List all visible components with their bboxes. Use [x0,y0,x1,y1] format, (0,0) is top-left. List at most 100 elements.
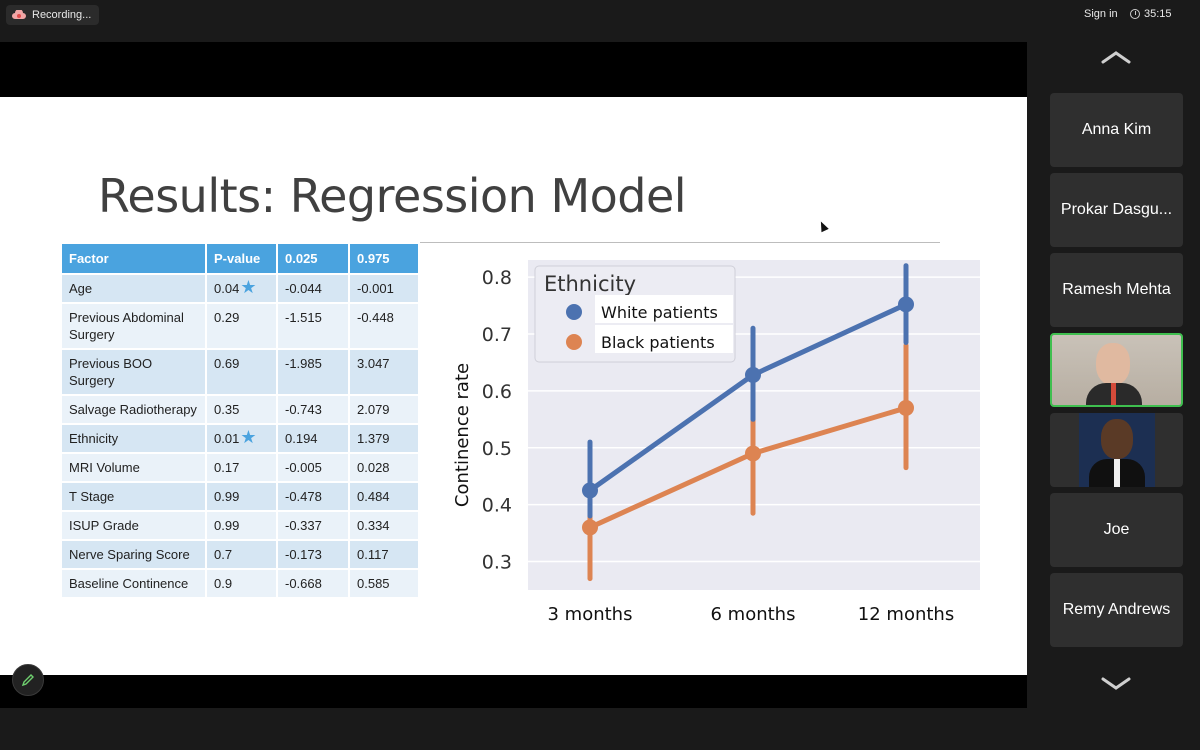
lower-ci-text: -1.985 [285,356,322,371]
p-value-text: 0.99 [214,489,240,504]
upper-ci-cell: 0.334 [349,510,420,540]
p-value-text: 0.29 [214,310,240,325]
table-header-row: Factor P-value 0.025 0.975 [62,244,420,274]
factor-cell: Baseline Continence [62,568,207,597]
table-row: Nerve Sparing Score 0.7 -0.173 0.117 [62,539,420,569]
avatar [1096,343,1130,385]
data-point [582,519,598,536]
participant-gallery: Anna Kim Prokar Dasgu... Ramesh Mehta Joe Re… [1027,30,1200,750]
upper-ci-cell: 2.079 [349,394,420,424]
participant-name: Prokar Dasgu... [1060,201,1173,218]
p-value-text: 0.99 [214,518,240,533]
participant-tile[interactable]: Joe [1050,493,1183,567]
participant-tile[interactable]: Ramesh Mehta [1050,253,1183,327]
x-tick-label: 12 months [858,604,954,625]
upper-ci-cell: 1.379 [349,423,420,453]
participant-tile[interactable] [1050,333,1183,407]
lower-ci-cell: -1.515 [277,302,350,349]
table-row: Ethnicity 0.01★ 0.194 1.379 [62,423,420,453]
header-upper-ci: 0.975 [349,244,420,274]
lower-ci-text: -0.173 [285,547,322,562]
p-value-text: 0.7 [214,547,233,562]
significance-star-icon: ★ [240,277,257,297]
scroll-down-button[interactable] [1101,675,1131,691]
lower-ci-cell: -0.743 [277,394,350,424]
participant-name: Ramesh Mehta [1062,281,1171,298]
p-value-cell: 0.7 [206,539,278,569]
lower-ci-text: -0.478 [285,489,322,504]
legend-label-bg [595,325,733,353]
factor-cell: T Stage [62,481,207,511]
table-row: MRI Volume 0.17 -0.005 0.028 [62,452,420,482]
factor-cell: Previous BOO Surgery [62,348,207,395]
factor-cell: ISUP Grade [62,510,207,540]
factor-text: T Stage [69,489,115,504]
p-value-cell: 0.29 [206,302,278,349]
participant-tile[interactable]: Prokar Dasgu... [1050,173,1183,247]
upper-ci-text: 0.585 [357,576,390,591]
factor-cell: Age [62,273,207,303]
participant-name: Remy Andrews [1062,601,1171,618]
clock-icon [1130,9,1140,19]
p-value-cell: 0.69 [206,348,278,395]
continence-chart: 0.3 0.4 0.5 0.6 0.7 0.8 Continence rate 3 month… [452,260,980,625]
upper-ci-text: -0.001 [357,281,394,296]
header-factor: Factor [62,244,207,274]
factor-text: Ethnicity [69,431,119,446]
x-tick-label: 3 months [548,604,633,625]
lower-ci-cell: -0.478 [277,481,350,511]
p-value-cell: 0.35 [206,394,278,424]
lower-ci-text: -1.515 [285,310,322,325]
table-row: T Stage 0.99 -0.478 0.484 [62,481,420,511]
upper-ci-text: 1.379 [357,431,390,446]
y-axis-label: Continence rate [452,363,473,507]
lower-ci-cell: -0.044 [277,273,350,303]
factor-cell: Salvage Radiotherapy [62,394,207,424]
y-tick-label: 0.7 [482,324,512,346]
lower-ci-cell: -0.668 [277,568,350,597]
upper-ci-cell: -0.001 [349,273,420,303]
lower-ci-cell: -0.005 [277,452,350,482]
lower-ci-text: -0.005 [285,460,322,475]
legend-marker [566,304,582,320]
annotate-button[interactable] [12,664,44,696]
participant-name: Joe [1103,521,1130,538]
factor-text: MRI Volume [69,460,140,475]
sign-in-link[interactable]: Sign in [1084,8,1118,20]
p-value-cell: 0.99 [206,481,278,511]
meeting-timer: 35:15 [1130,8,1172,20]
data-point [582,482,598,499]
recording-indicator[interactable]: Recording... [6,5,100,25]
participant-tile[interactable] [1050,413,1183,487]
y-tick-label: 0.8 [482,267,512,289]
y-tick-label: 0.4 [482,495,512,517]
upper-ci-cell: 0.028 [349,452,420,482]
table-row: Salvage Radiotherapy 0.35 -0.743 2.079 [62,394,420,424]
factor-text: Previous Abdominal Surgery [69,310,184,342]
legend-title: Ethnicity [544,272,636,296]
legend-entry: White patients [601,303,718,322]
participant-tile[interactable]: Remy Andrews [1050,573,1183,647]
scroll-up-button[interactable] [1101,50,1131,66]
factor-text: Baseline Continence [69,576,189,591]
factor-cell: MRI Volume [62,452,207,482]
upper-ci-text: 0.028 [357,460,390,475]
legend-label-bg [595,295,733,323]
lower-ci-text: -0.044 [285,281,322,296]
regression-table: Factor P-value 0.025 0.975 Age 0.04★ -0.04… [62,244,420,597]
avatar [1100,419,1133,459]
presentation-slide: Results: Regression Model Factor P-value… [0,97,1027,675]
upper-ci-cell: 0.117 [349,539,420,569]
upper-ci-cell: 3.047 [349,348,420,395]
lower-ci-cell: 0.194 [277,423,350,453]
lower-ci-cell: -0.337 [277,510,350,540]
upper-ci-text: 0.334 [357,518,390,533]
data-point [745,366,761,383]
p-value-cell: 0.99 [206,510,278,540]
table-row: ISUP Grade 0.99 -0.337 0.334 [62,510,420,540]
lower-ci-text: -0.668 [285,576,322,591]
y-tick-label: 0.5 [482,438,512,460]
legend-marker [566,334,582,350]
p-value-text: 0.01 [214,431,240,446]
participant-tile[interactable]: Anna Kim [1050,93,1183,167]
